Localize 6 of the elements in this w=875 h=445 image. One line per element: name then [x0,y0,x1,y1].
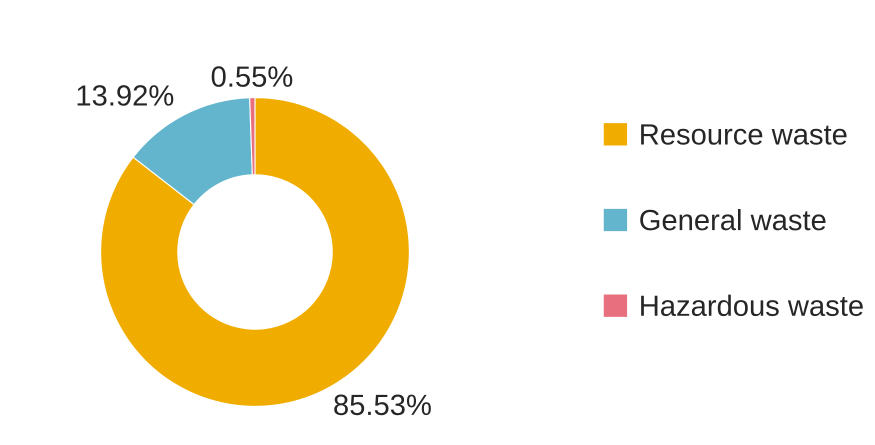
data-label: 13.92% [78,85,174,106]
legend-label: General waste [640,208,826,230]
legend-label: Resource waste [641,124,847,145]
data-label: 0.55% [212,66,292,87]
legend-label: Hazardous waste [641,294,863,316]
data-label: 85.53% [334,394,431,416]
